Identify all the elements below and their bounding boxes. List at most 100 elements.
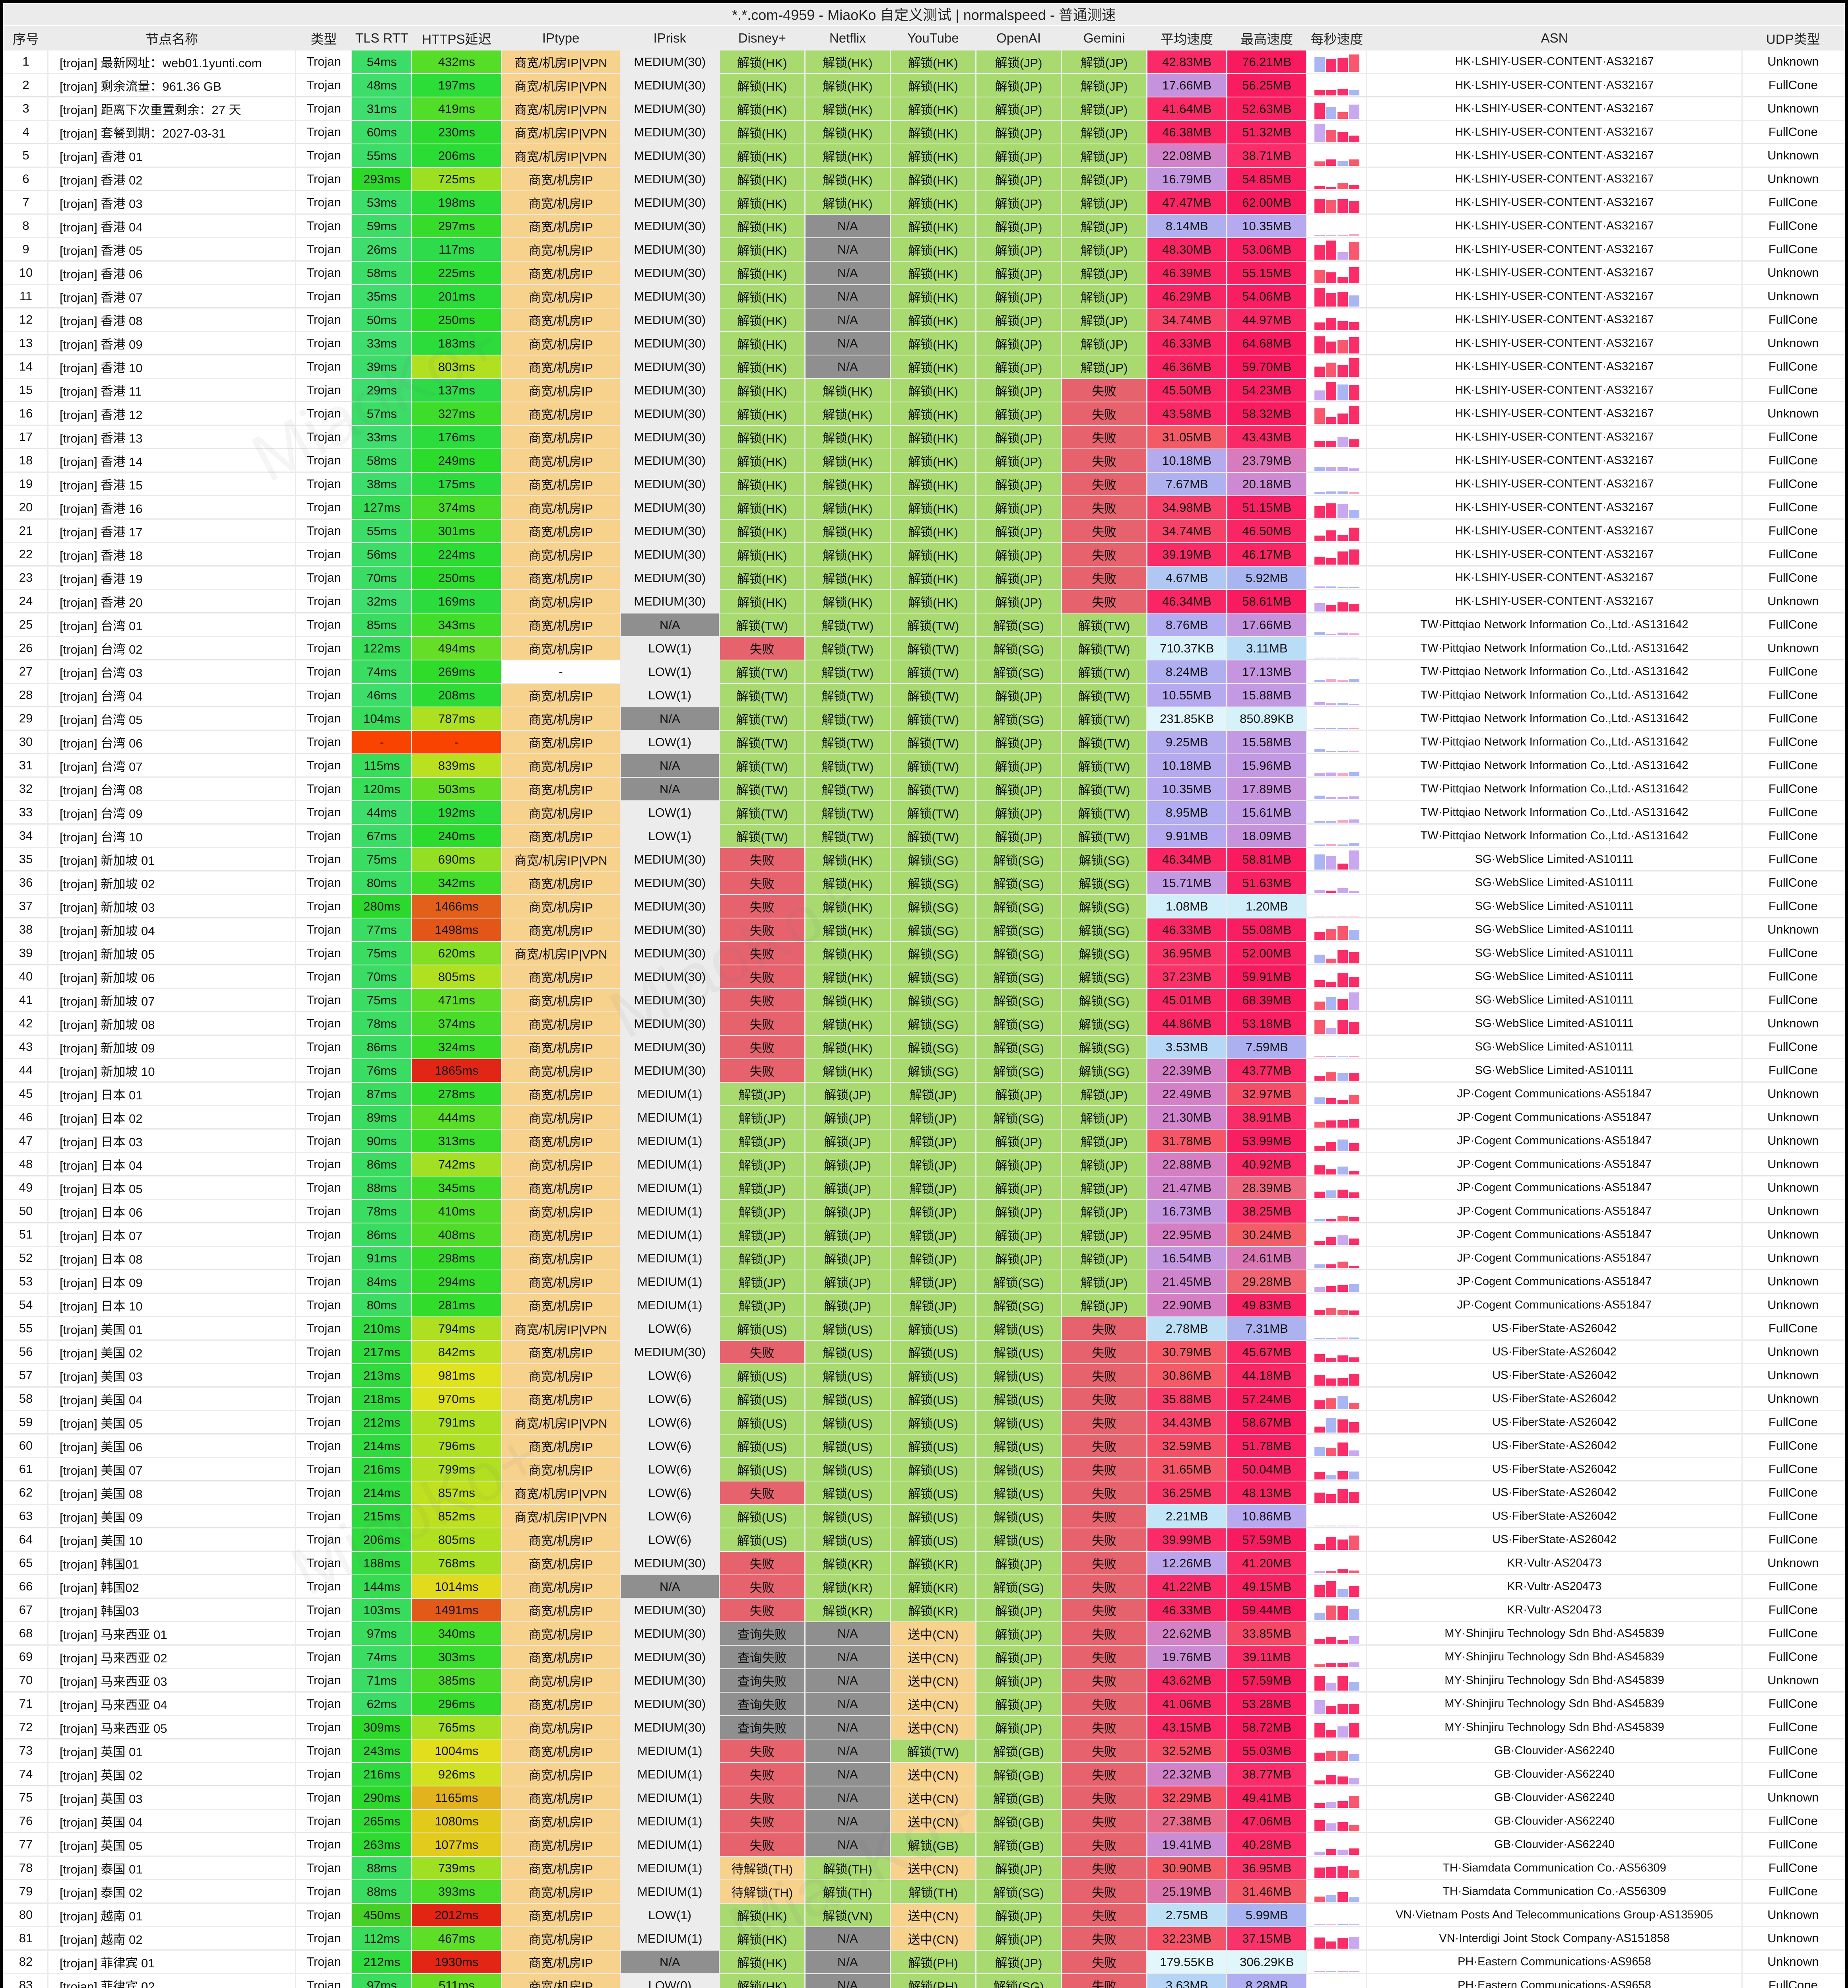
cell-udp-type: FullCone bbox=[1742, 191, 1844, 214]
cell-udp-type: FullCone bbox=[1742, 660, 1844, 683]
cell-per-second-chart bbox=[1307, 191, 1367, 214]
cell-iprisk: MEDIUM(1) bbox=[621, 1223, 719, 1246]
cell-disney: 失败 bbox=[720, 1810, 804, 1833]
cell-per-second-chart bbox=[1307, 449, 1367, 472]
cell-iptype: 商宽/机房IP bbox=[502, 1388, 620, 1410]
cell-index: 43 bbox=[4, 1036, 48, 1058]
cell-node-name: [trojan] 美国 02 bbox=[49, 1341, 295, 1363]
cell-asn: GB·Clouvider·AS62240 bbox=[1367, 1763, 1741, 1786]
cell-iprisk: MEDIUM(1) bbox=[621, 1247, 719, 1270]
cell-gemini: 解锁(SG) bbox=[1062, 1036, 1147, 1058]
per-second-bars bbox=[1307, 1271, 1366, 1292]
cell-node-name: [trojan] 台湾 08 bbox=[49, 778, 295, 800]
cell-tls-rtt: 90ms bbox=[352, 1130, 412, 1152]
cell-avg-speed: 46.33MB bbox=[1147, 1599, 1227, 1621]
per-second-bars bbox=[1307, 1905, 1366, 1925]
cell-netflix: 解锁(HK) bbox=[805, 872, 890, 894]
cell-node-name: [trojan] 台湾 06 bbox=[49, 731, 295, 753]
cell-openai: 解锁(JP) bbox=[976, 449, 1061, 472]
cell-udp-type: FullCone bbox=[1742, 801, 1844, 824]
cell-disney: 解锁(US) bbox=[720, 1435, 804, 1457]
cell-node-name: [trojan] 香港 11 bbox=[49, 379, 295, 402]
cell-iprisk: MEDIUM(1) bbox=[621, 1857, 719, 1879]
cell-youtube: 解锁(SG) bbox=[891, 895, 975, 918]
cell-youtube: 解锁(HK) bbox=[891, 426, 975, 448]
cell-index: 69 bbox=[4, 1646, 48, 1668]
table-row: 42 [trojan] 新加坡 08 Trojan 78ms 374ms 商宽/机房IP M… bbox=[4, 1012, 1844, 1035]
cell-type: Trojan bbox=[296, 1317, 351, 1340]
cell-tls-rtt: 97ms bbox=[352, 1974, 412, 1988]
cell-gemini: 解锁(TW) bbox=[1062, 731, 1147, 753]
cell-iptype: 商宽/机房IP bbox=[502, 731, 620, 753]
cell-max-speed: 28.39MB bbox=[1227, 1176, 1306, 1199]
cell-type: Trojan bbox=[296, 1411, 351, 1434]
cell-openai: 解锁(SG) bbox=[976, 1059, 1061, 1082]
cell-asn: HK·LSHIY-USER-CONTENT·AS32167 bbox=[1367, 402, 1741, 425]
cell-gemini: 失败 bbox=[1062, 1364, 1147, 1387]
cell-per-second-chart bbox=[1307, 74, 1367, 97]
cell-iprisk: MEDIUM(30) bbox=[621, 191, 719, 214]
cell-disney: 失败 bbox=[720, 1763, 804, 1786]
cell-index: 67 bbox=[4, 1599, 48, 1621]
cell-iprisk: MEDIUM(1) bbox=[621, 1153, 719, 1176]
per-second-bars bbox=[1307, 1388, 1366, 1409]
cell-max-speed: 55.08MB bbox=[1227, 918, 1306, 941]
per-second-bars bbox=[1307, 1881, 1366, 1902]
cell-node-name: [trojan] 日本 02 bbox=[49, 1106, 295, 1129]
cell-per-second-chart bbox=[1307, 1693, 1367, 1715]
cell-youtube: 解锁(KR) bbox=[891, 1552, 975, 1574]
cell-https-ping: 1930ms bbox=[412, 1951, 501, 1973]
cell-youtube: 解锁(SG) bbox=[891, 918, 975, 941]
per-second-bars bbox=[1307, 1858, 1366, 1878]
cell-type: Trojan bbox=[296, 215, 351, 237]
cell-youtube: 解锁(HK) bbox=[891, 121, 975, 144]
cell-index: 79 bbox=[4, 1880, 48, 1903]
per-second-bars bbox=[1307, 990, 1366, 1010]
cell-avg-speed: 41.06MB bbox=[1147, 1693, 1227, 1715]
cell-disney: 失败 bbox=[720, 1740, 804, 1762]
cell-openai: 解锁(JP) bbox=[976, 74, 1061, 97]
cell-gemini: 解锁(SG) bbox=[1062, 872, 1147, 894]
per-second-bars bbox=[1307, 1435, 1366, 1456]
cell-avg-speed: 21.45MB bbox=[1147, 1270, 1227, 1293]
cell-https-ping: 1165ms bbox=[412, 1786, 501, 1809]
cell-asn: GB·Clouvider·AS62240 bbox=[1367, 1786, 1741, 1809]
cell-per-second-chart bbox=[1307, 1669, 1367, 1692]
cell-openai: 解锁(JP) bbox=[976, 402, 1061, 425]
cell-netflix: 解锁(TW) bbox=[805, 660, 890, 683]
per-second-bars bbox=[1307, 1811, 1366, 1831]
cell-max-speed: 52.63MB bbox=[1227, 97, 1306, 120]
table-row: 45 [trojan] 日本 01 Trojan 87ms 278ms 商宽/机房IP ME… bbox=[4, 1083, 1844, 1105]
cell-per-second-chart bbox=[1307, 1552, 1367, 1574]
col-header-6: IPrisk bbox=[621, 27, 719, 50]
cell-index: 83 bbox=[4, 1974, 48, 1988]
cell-max-speed: 30.24MB bbox=[1227, 1223, 1306, 1246]
cell-asn: US·FiberState·AS26042 bbox=[1367, 1317, 1741, 1340]
table-row: 63 [trojan] 美国 09 Trojan 215ms 852ms 商宽/机房IP|… bbox=[4, 1505, 1844, 1528]
table-row: 75 [trojan] 英国 03 Trojan 290ms 1165ms 商宽/机房IP… bbox=[4, 1786, 1844, 1809]
cell-udp-type: FullCone bbox=[1742, 1880, 1844, 1903]
per-second-bars bbox=[1307, 896, 1366, 916]
cell-avg-speed: 36.95MB bbox=[1147, 942, 1227, 965]
cell-https-ping: 408ms bbox=[412, 1223, 501, 1246]
cell-per-second-chart bbox=[1307, 1200, 1367, 1223]
cell-disney: 失败 bbox=[720, 895, 804, 918]
col-header-10: OpenAI bbox=[976, 27, 1061, 50]
cell-openai: 解锁(JP) bbox=[976, 778, 1061, 800]
cell-https-ping: 799ms bbox=[412, 1458, 501, 1481]
cell-index: 17 bbox=[4, 426, 48, 448]
cell-disney: 解锁(HK) bbox=[720, 285, 804, 308]
cell-max-speed: 33.85MB bbox=[1227, 1622, 1306, 1645]
cell-youtube: 解锁(TW) bbox=[891, 684, 975, 707]
table-row: 37 [trojan] 新加坡 03 Trojan 280ms 1466ms 商宽/机房I… bbox=[4, 895, 1844, 918]
cell-max-speed: 46.50MB bbox=[1227, 520, 1306, 542]
table-row: 65 [trojan] 韩国01 Trojan 188ms 768ms 商宽/机房IP ME… bbox=[4, 1552, 1844, 1574]
cell-avg-speed: 46.33MB bbox=[1147, 332, 1227, 355]
cell-netflix: 解锁(JP) bbox=[805, 1223, 890, 1246]
cell-asn: MY·Shinjiru Technology Sdn Bhd·AS45839 bbox=[1367, 1693, 1741, 1715]
cell-tls-rtt: 293ms bbox=[352, 168, 412, 190]
col-header-1: 节点名称 bbox=[49, 27, 295, 50]
cell-asn: KR·Vultr·AS20473 bbox=[1367, 1575, 1741, 1598]
cell-index: 44 bbox=[4, 1059, 48, 1082]
cell-index: 7 bbox=[4, 191, 48, 214]
